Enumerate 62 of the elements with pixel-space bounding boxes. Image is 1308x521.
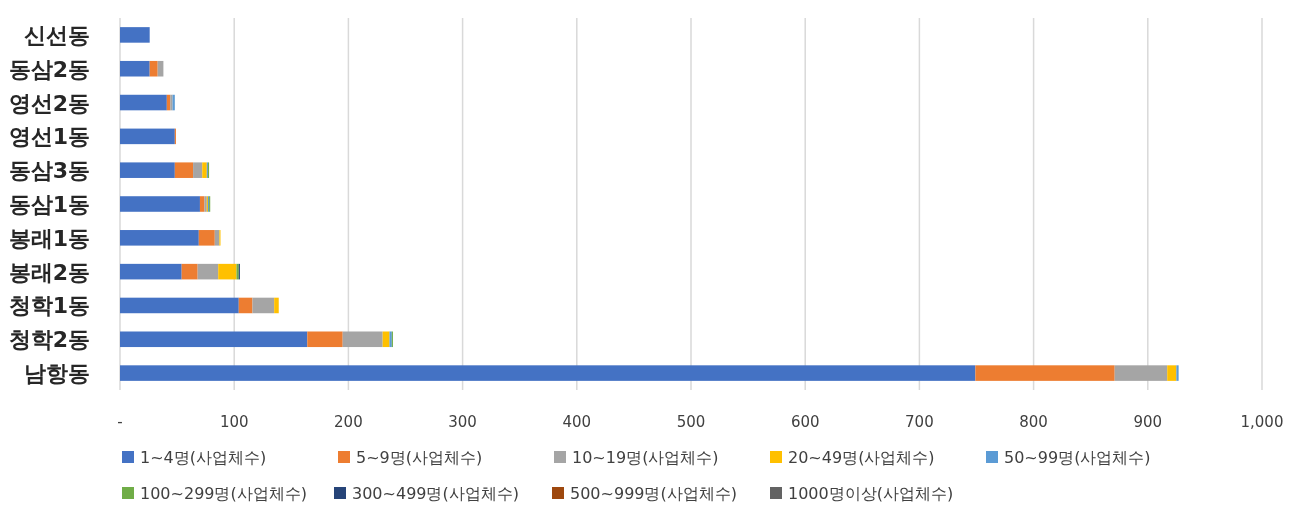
x-tick-label: 500 <box>676 413 706 431</box>
bar <box>193 162 203 178</box>
bar <box>1176 365 1179 381</box>
x-tick-label: 700 <box>905 413 934 431</box>
bar <box>120 196 200 212</box>
bar <box>120 94 167 111</box>
bar <box>198 230 215 246</box>
x-tick-label: 1,000 <box>1240 413 1284 431</box>
x-tick-label: 100 <box>219 413 249 431</box>
bar <box>382 331 390 348</box>
legend: 10~19명(사업체수) <box>554 448 719 467</box>
y-tick-label: 동삼2동 <box>8 56 90 82</box>
legend: 300~499명(사업체수) <box>334 484 519 503</box>
bar <box>120 230 199 246</box>
y-tick-label: 동삼3동 <box>8 158 90 184</box>
y-tick-label: 신선동 <box>24 22 90 48</box>
y-tick-label: 봉래1동 <box>8 225 90 251</box>
bar <box>181 263 198 280</box>
y-tick-label: 남항동 <box>24 361 90 387</box>
x-tick-label: 600 <box>790 413 820 431</box>
bar <box>120 365 976 381</box>
legend: 1000명이상(사업체수) <box>770 484 954 503</box>
bar <box>202 162 207 178</box>
y-tick-label: 청학1동 <box>8 293 90 319</box>
bar <box>252 297 275 314</box>
x-tick-label: 400 <box>562 413 592 431</box>
y-tick-label: 봉래2동 <box>8 259 90 285</box>
bar <box>307 331 343 348</box>
bar <box>120 60 150 77</box>
bar <box>120 128 175 145</box>
legend: 1~4명(사업체수) <box>122 448 267 467</box>
bar <box>149 60 158 77</box>
bar <box>199 196 205 212</box>
y-tick-label: 영선1동 <box>8 124 90 150</box>
x-tick-label: 900 <box>1133 413 1163 431</box>
x-tick-label: 300 <box>448 413 477 431</box>
bar <box>214 230 220 246</box>
legend: 20~49명(사업체수) <box>770 448 935 467</box>
bar <box>975 365 1115 381</box>
bar <box>120 27 150 43</box>
bar <box>157 60 164 77</box>
bar <box>238 297 253 314</box>
legend: 50~99명(사업체수) <box>986 448 1151 467</box>
x-tick-label: - <box>117 413 123 431</box>
legend: 100~299명(사업체수) <box>122 484 307 503</box>
x-tick-label: 800 <box>1019 413 1048 431</box>
bar <box>1114 365 1168 381</box>
bar <box>120 263 182 280</box>
y-tick-label: 동삼1동 <box>8 192 90 217</box>
y-tick-label: 청학2동 <box>8 327 90 353</box>
bar <box>1167 365 1177 381</box>
bar <box>120 331 308 348</box>
bar <box>120 297 239 314</box>
bar <box>120 162 175 178</box>
x-tick-label: 200 <box>334 413 363 431</box>
bar <box>174 162 194 178</box>
legend: 500~999명(사업체수) <box>552 484 737 503</box>
bar <box>197 263 219 280</box>
bar <box>342 331 383 348</box>
y-tick-label: 영선2동 <box>8 90 90 116</box>
bar <box>274 297 279 314</box>
legend: 5~9명(사업체수) <box>338 448 483 467</box>
